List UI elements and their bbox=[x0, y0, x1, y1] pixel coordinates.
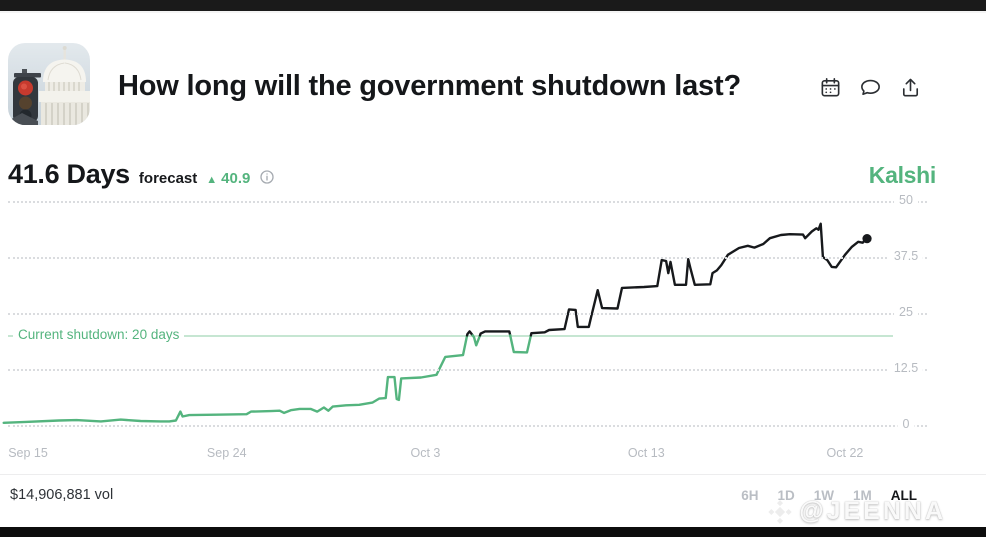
share-button[interactable] bbox=[899, 76, 922, 99]
bottom-letterbox-bar bbox=[0, 527, 986, 537]
forecast-value: 41.6 Days bbox=[8, 159, 130, 189]
share-icon bbox=[902, 78, 919, 97]
gridline-0 bbox=[8, 425, 927, 427]
time-range-selector: 6H 1D 1W 1M ALL bbox=[741, 488, 917, 503]
latest-value-dot bbox=[862, 234, 872, 244]
top-letterbox-bar bbox=[0, 0, 986, 13]
calendar-icon bbox=[821, 78, 840, 97]
gridline-37.5 bbox=[8, 257, 927, 259]
comment-button[interactable] bbox=[859, 76, 882, 99]
comment-icon bbox=[861, 79, 880, 96]
forecast-chart[interactable]: Current shutdown: 20 days 50 37.5 25 12.5 0 S… bbox=[0, 190, 986, 460]
current-shutdown-threshold-line bbox=[8, 335, 893, 338]
current-shutdown-threshold-label: Current shutdown: 20 days bbox=[13, 326, 185, 345]
info-icon bbox=[260, 170, 275, 184]
range-button-all[interactable]: ALL bbox=[890, 488, 917, 503]
triangle-up-icon: ▲ bbox=[206, 174, 218, 186]
y-axis-label: 25 bbox=[894, 304, 918, 320]
kalshi-logo[interactable]: Kalshi bbox=[868, 162, 937, 188]
binance-diamond-icon bbox=[768, 499, 792, 524]
x-axis-label: Oct 3 bbox=[410, 446, 441, 460]
y-axis-label: 50 bbox=[894, 191, 918, 208]
footer-divider bbox=[0, 474, 986, 475]
watermark: @JEENNA bbox=[766, 497, 946, 526]
y-axis-label: 12.5 bbox=[888, 360, 924, 376]
y-axis-label: 37.5 bbox=[888, 248, 924, 264]
x-axis-label: Sep 15 bbox=[8, 446, 48, 460]
range-button-1w[interactable]: 1W bbox=[813, 488, 834, 503]
gridline-12.5 bbox=[8, 369, 927, 371]
gridline-50 bbox=[8, 201, 927, 203]
forecast-label: forecast bbox=[138, 170, 198, 187]
market-thumbnail bbox=[8, 43, 90, 125]
range-button-1m[interactable]: 1M bbox=[852, 488, 872, 503]
calendar-button[interactable] bbox=[819, 76, 842, 99]
page-title: How long will the government shutdown la… bbox=[118, 70, 741, 102]
range-button-6h[interactable]: 6H bbox=[741, 488, 759, 503]
y-axis-label: 0 bbox=[897, 416, 915, 432]
capitol-traffic-light-image bbox=[8, 43, 90, 125]
x-axis-label: Oct 13 bbox=[627, 446, 665, 460]
x-axis-label: Sep 24 bbox=[206, 446, 247, 460]
gridline-25 bbox=[8, 313, 927, 315]
forecast-change-value: 40.9 bbox=[221, 170, 251, 187]
watermark-text: @JEENNA bbox=[799, 497, 946, 525]
forecast-line-series bbox=[2, 222, 872, 425]
forecast-change: ▲ 40.9 bbox=[206, 170, 250, 187]
volume-label: $14,906,881 vol bbox=[10, 487, 114, 503]
x-axis-label: Oct 22 bbox=[826, 446, 864, 460]
info-button[interactable] bbox=[259, 169, 275, 185]
range-button-1d[interactable]: 1D bbox=[777, 488, 795, 503]
